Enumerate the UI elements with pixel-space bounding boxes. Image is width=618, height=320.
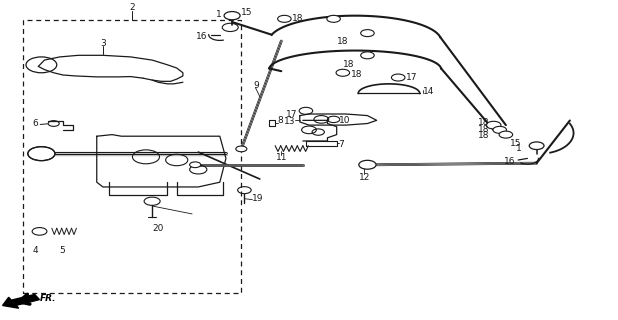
Text: FR.: FR. [40, 294, 56, 303]
Circle shape [486, 121, 501, 129]
Text: 18: 18 [292, 14, 304, 23]
Text: 12: 12 [358, 173, 370, 182]
Text: 13: 13 [284, 117, 295, 126]
Text: 15: 15 [510, 139, 521, 148]
Text: 6: 6 [33, 119, 38, 128]
Text: 11: 11 [276, 153, 287, 162]
Circle shape [493, 126, 507, 133]
Text: 17: 17 [406, 73, 418, 82]
Text: 3: 3 [100, 39, 106, 48]
Text: 8: 8 [277, 116, 283, 125]
Text: 18: 18 [478, 125, 489, 134]
Text: 1: 1 [515, 144, 521, 153]
Circle shape [336, 69, 350, 76]
Text: 14: 14 [423, 87, 434, 96]
Text: 20: 20 [153, 224, 164, 233]
Circle shape [28, 147, 55, 161]
Text: 18: 18 [478, 118, 489, 127]
Text: 9: 9 [254, 81, 260, 90]
Text: 18: 18 [351, 70, 362, 79]
Circle shape [224, 12, 240, 20]
Circle shape [359, 160, 376, 169]
Text: 17: 17 [286, 109, 298, 118]
Circle shape [327, 15, 341, 22]
Text: 2: 2 [129, 3, 135, 12]
Text: 16: 16 [196, 32, 208, 41]
Text: 10: 10 [339, 116, 350, 125]
Text: 5: 5 [59, 246, 64, 255]
Text: 7: 7 [339, 140, 344, 149]
FancyArrow shape [2, 294, 40, 308]
Text: 18: 18 [337, 36, 348, 45]
Circle shape [499, 131, 513, 138]
Circle shape [529, 142, 544, 149]
Text: 15: 15 [241, 8, 253, 17]
Circle shape [361, 52, 375, 59]
Text: 18: 18 [478, 131, 489, 140]
Text: 16: 16 [504, 157, 515, 166]
Text: 1: 1 [216, 10, 222, 19]
Text: 18: 18 [343, 60, 354, 69]
Circle shape [361, 30, 375, 36]
Circle shape [236, 146, 247, 152]
Text: 19: 19 [252, 194, 264, 203]
Circle shape [277, 15, 291, 22]
Text: 4: 4 [32, 246, 38, 255]
Circle shape [190, 162, 201, 168]
